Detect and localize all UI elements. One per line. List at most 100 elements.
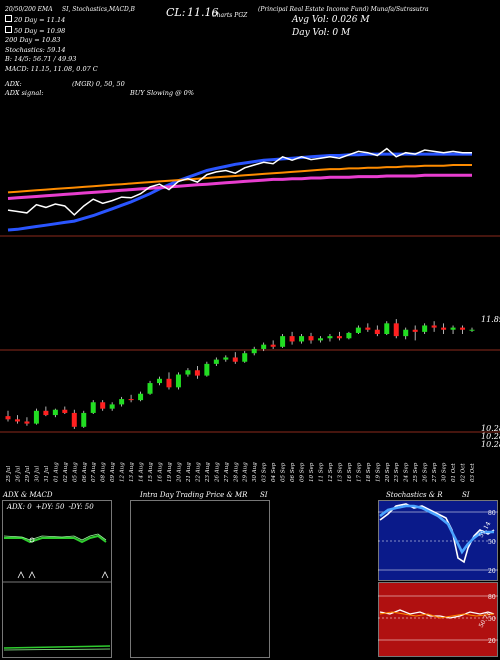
- candle-down: [100, 402, 106, 409]
- candle-down: [431, 325, 437, 328]
- candle-up: [261, 344, 267, 349]
- info-block: 20 Day = 11.14 50 Day = 10.98 200 Day = …: [5, 15, 98, 75]
- date-label: 01 Oct: [451, 463, 457, 482]
- candle-up: [327, 336, 333, 339]
- candle-up: [81, 412, 87, 427]
- candle-up: [469, 329, 475, 331]
- adx-panel-title: ADX & MACD: [3, 491, 53, 499]
- date-label: 08 Aug: [101, 462, 107, 482]
- date-label: 30 Aug: [252, 462, 258, 482]
- candle-down: [14, 419, 20, 422]
- macd-text: MACD: 11.15, 11.08, 0.07 C: [5, 64, 98, 73]
- close-price-line: [7, 147, 472, 216]
- candle-down: [43, 410, 49, 416]
- date-label: 27 Sep: [432, 462, 438, 483]
- date-label: 10 Sep: [309, 462, 315, 482]
- date-label: 03 Oct: [470, 463, 476, 482]
- date-label: 09 Sep: [300, 462, 306, 482]
- plus-dy-line: [3, 533, 107, 541]
- ema200-line: [7, 173, 472, 200]
- candle-up: [384, 323, 390, 334]
- date-label: 30 Sep: [442, 462, 448, 482]
- candle-up: [223, 357, 229, 360]
- date-label: 20 Aug: [176, 462, 182, 483]
- date-axis: 25 Jul 26 Jul 29 Jul 30 Jul 31 Jul 01 Aug 02 A…: [6, 462, 476, 483]
- candle-up: [346, 332, 352, 339]
- date-label: 28 Aug: [233, 462, 239, 483]
- candle-down: [441, 327, 447, 330]
- candle-down: [365, 327, 371, 330]
- header-indicators-label: SI, Stochastics,MACD,B: [62, 6, 135, 13]
- ema50-line: [7, 164, 472, 194]
- adx-panel-frame: [2, 500, 112, 658]
- buy-slowing: BUY Slowing @ 0%: [130, 89, 194, 97]
- candle-down: [460, 327, 466, 330]
- candle-up: [422, 325, 428, 332]
- candle-up: [157, 378, 163, 384]
- candle-down: [412, 329, 418, 332]
- price-label-upper: 11.89: [481, 315, 500, 324]
- candle-up: [403, 329, 409, 337]
- rsi-tick-20: 20: [488, 638, 496, 645]
- ema20-text: 20 Day = 11.14: [14, 16, 66, 24]
- rsi-tick-80: 80: [488, 594, 496, 601]
- candle-down: [289, 336, 295, 342]
- date-label: 13 Aug: [129, 462, 135, 482]
- date-label: 31 Jul: [44, 466, 50, 482]
- candle-up: [109, 404, 115, 409]
- candle-up: [33, 410, 39, 424]
- adx-legend: ADX: 0 +DY: 50 -DY: 50: [6, 503, 94, 511]
- candle-down: [270, 344, 276, 347]
- stoch-area: [378, 500, 498, 581]
- candle-down: [308, 336, 314, 341]
- adx-macd-panel: ADX: 0 +DY: 50 -DY: 50: [2, 500, 112, 658]
- ema-lines: [7, 147, 472, 232]
- date-label: 15 Aug: [148, 462, 154, 482]
- date-label: 26 Aug: [214, 462, 220, 483]
- date-label: 06 Aug: [82, 462, 88, 482]
- cl-value: 11.16: [187, 6, 219, 19]
- candle-down: [128, 399, 134, 401]
- header-ema-label: 20/50/200 EMA: [5, 6, 53, 13]
- date-label: 05 Aug: [72, 462, 78, 482]
- price-label-lower-3: 10.28: [481, 440, 500, 449]
- ema200-text: 200 Day = 10.83: [5, 36, 61, 45]
- date-label: 07 Aug: [91, 462, 97, 482]
- date-label: 02 Aug: [63, 462, 69, 482]
- date-label: 30 Jul: [34, 466, 40, 482]
- adx-line: [4, 534, 107, 544]
- ema20-line: [7, 152, 472, 232]
- stoch-k-line: [379, 503, 495, 564]
- day-volume: Day Vol: 0 M: [292, 28, 351, 38]
- legend-ema20: 20 Day = 11.14: [5, 15, 98, 26]
- date-label: 23 Aug: [205, 462, 211, 483]
- date-label: 14 Aug: [139, 462, 145, 482]
- date-label: 09 Aug: [110, 462, 116, 482]
- price-label-lower-1: 10.28: [481, 424, 500, 433]
- stochastics-panel: 80 50 20 59.14 80 50 20 50.71: [378, 500, 498, 657]
- ema50-text: 50 Day = 10.98: [14, 26, 66, 35]
- adx-marker: [29, 537, 35, 543]
- candle-up: [299, 336, 305, 342]
- date-label: 23 Sep: [394, 462, 400, 483]
- main-chart: [0, 147, 500, 433]
- date-label: 13 Sep: [337, 462, 343, 482]
- candle-up: [119, 399, 125, 405]
- date-label: 18 Sep: [366, 462, 372, 482]
- candle-up: [280, 336, 286, 347]
- date-label: 25 Jul: [6, 466, 12, 483]
- avg-volume: Avg Vol: 0.026 M: [292, 15, 370, 25]
- candle-up: [213, 359, 219, 364]
- stoch-tick-50: 50: [488, 539, 496, 546]
- candle-up: [52, 409, 58, 416]
- date-label: 26 Sep: [423, 462, 429, 483]
- candle-up: [251, 348, 257, 354]
- date-label: 03 Sep: [262, 462, 268, 482]
- candle-up: [242, 353, 248, 362]
- date-label: 29 Aug: [243, 462, 249, 483]
- date-label: 29 Jul: [25, 466, 31, 483]
- date-label: 16 Sep: [347, 462, 353, 482]
- candle-up: [175, 374, 181, 388]
- macd-signal-line: [3, 648, 111, 651]
- candle-up: [138, 393, 144, 401]
